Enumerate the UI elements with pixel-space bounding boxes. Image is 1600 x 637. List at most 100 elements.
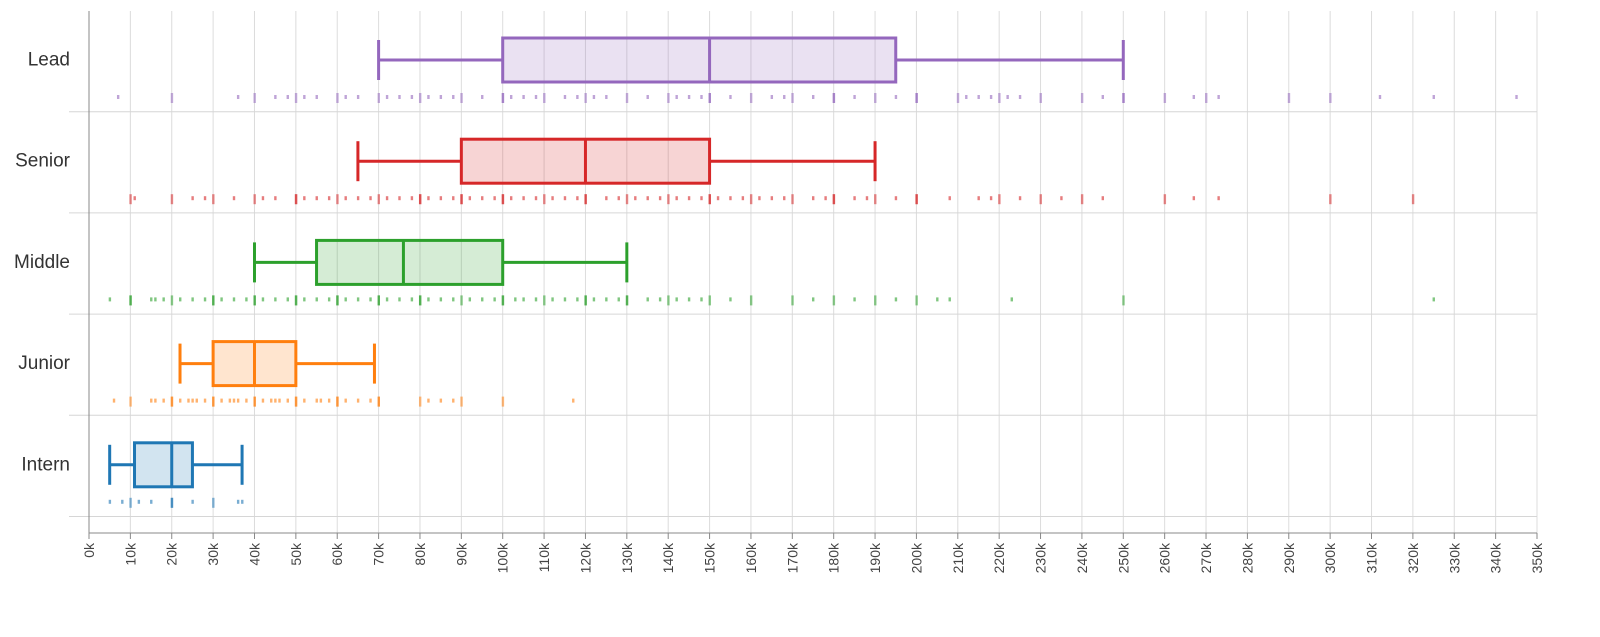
data-point [232, 297, 236, 302]
data-point [212, 194, 215, 205]
x-tick-label: 150k [702, 542, 718, 573]
data-point [460, 194, 463, 205]
data-point [410, 196, 414, 201]
data-point [418, 93, 422, 103]
data-point [179, 398, 182, 403]
data-point [874, 194, 877, 205]
data-point [956, 93, 960, 103]
data-point [162, 297, 165, 302]
data-point [481, 196, 484, 201]
data-point [1378, 95, 1382, 99]
data-point [278, 398, 281, 403]
data-point [894, 297, 898, 302]
data-point [427, 95, 430, 99]
data-point [294, 194, 298, 205]
data-point [245, 297, 248, 302]
data-point [108, 297, 112, 302]
data-point [509, 196, 513, 201]
x-tick-label: 210k [950, 542, 966, 573]
data-point [770, 196, 774, 201]
data-point [625, 194, 629, 205]
x-tick-label: 20k [164, 542, 180, 566]
data-point [522, 297, 525, 302]
data-point [605, 95, 608, 99]
data-points [112, 396, 575, 407]
data-point [1217, 95, 1220, 99]
category-label: Lead [28, 50, 70, 71]
x-tick-label: 140k [660, 542, 676, 573]
data-point [274, 95, 277, 99]
x-tick-label: 10k [122, 542, 138, 566]
x-tick-label: 350k [1529, 542, 1545, 573]
data-point [667, 93, 670, 103]
x-tick-label: 70k [371, 542, 387, 566]
data-point [220, 398, 223, 403]
data-point [410, 297, 414, 302]
data-point [791, 194, 794, 205]
data-point [783, 196, 786, 201]
data-point [303, 196, 306, 201]
data-point [286, 398, 289, 403]
data-point [261, 297, 265, 302]
data-point [460, 93, 463, 103]
data-point [576, 297, 579, 302]
data-point [150, 297, 153, 302]
data-point [203, 398, 207, 403]
data-point [915, 194, 918, 205]
data-point [191, 499, 194, 504]
data-point [274, 297, 277, 302]
data-point [460, 295, 463, 306]
data-point [377, 295, 380, 306]
data-point [998, 93, 1001, 103]
data-point [675, 297, 678, 302]
data-point [203, 297, 207, 302]
data-point [369, 398, 372, 403]
x-tick-label: 200k [908, 542, 924, 573]
data-point [791, 295, 794, 306]
data-point [832, 194, 836, 205]
data-point [534, 196, 538, 201]
data-point [116, 95, 120, 99]
iqr-box[interactable] [315, 238, 505, 286]
x-tick-label: 280k [1239, 542, 1255, 573]
data-point [493, 196, 496, 201]
data-point [749, 93, 753, 103]
data-point [191, 196, 194, 201]
data-point [439, 398, 443, 403]
data-point [522, 95, 525, 99]
data-point [501, 396, 505, 407]
data-point [327, 196, 331, 201]
data-point [534, 297, 538, 302]
data-point [1018, 95, 1022, 99]
data-point [625, 93, 629, 103]
data-point [294, 295, 298, 306]
data-point [261, 398, 265, 403]
data-point [315, 398, 318, 403]
data-point [1080, 93, 1084, 103]
data-point [749, 295, 753, 306]
data-point [832, 93, 836, 103]
data-point [791, 93, 794, 103]
data-point [989, 196, 993, 201]
data-point [468, 196, 472, 201]
data-point [203, 196, 207, 201]
data-point [344, 95, 347, 99]
x-tick-label: 50k [288, 542, 304, 566]
data-point [770, 95, 774, 99]
data-point [232, 398, 236, 403]
iqr-box[interactable] [133, 441, 194, 489]
data-point [253, 396, 256, 407]
data-point [1432, 95, 1435, 99]
data-point [605, 297, 608, 302]
data-point [112, 398, 116, 403]
x-tick-label: 170k [784, 542, 800, 573]
iqr-box[interactable] [501, 36, 898, 84]
row-separators [69, 111, 1537, 517]
series-intern: Intern [21, 441, 244, 508]
data-point [1515, 95, 1518, 99]
data-point [253, 93, 256, 103]
data-point [481, 297, 484, 302]
data-point [315, 196, 318, 201]
data-point [270, 398, 273, 403]
data-point [274, 398, 277, 403]
